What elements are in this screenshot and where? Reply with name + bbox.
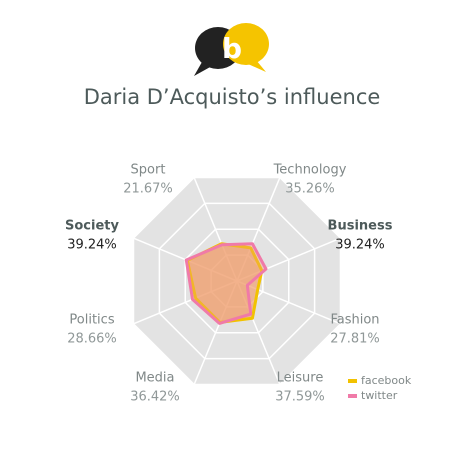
category-value: 36.42% (130, 390, 180, 405)
series-area (185, 242, 264, 324)
logo: b (194, 23, 269, 76)
chart-title: Daria D’Acquisto’s influence (84, 85, 381, 109)
legend-label: twitter (361, 389, 398, 402)
category-label: Sport (131, 163, 166, 178)
series-area (184, 242, 268, 325)
logo-letter: b (222, 32, 242, 65)
legend-swatch (348, 394, 357, 398)
category-value: 27.81% (330, 332, 380, 347)
logo-tail-yellow (248, 60, 266, 72)
category-label: Business (328, 219, 393, 234)
logo-bubble-yellow (223, 23, 269, 65)
category-value: 21.67% (123, 182, 173, 197)
category-label: Leisure (277, 371, 324, 386)
category-label: Fashion (330, 313, 379, 328)
legend-label: facebook (361, 374, 412, 387)
category-label: Technology (273, 163, 347, 178)
category-value: 37.59% (275, 390, 325, 405)
legend-swatch (348, 379, 357, 383)
radar (132, 176, 342, 386)
category-value: 28.66% (67, 332, 117, 347)
logo-tail-black (194, 62, 212, 76)
category-label: Media (135, 371, 174, 386)
category-label: Politics (69, 313, 114, 328)
category-label: Society (65, 219, 119, 234)
category-labels: Sport 21.67% Technology 35.26% Business 39.24… (65, 163, 393, 405)
legend: facebook twitter (348, 374, 412, 402)
category-value: 35.26% (285, 182, 335, 197)
category-value: 39.24% (335, 238, 385, 253)
category-value: 39.24% (67, 238, 117, 253)
